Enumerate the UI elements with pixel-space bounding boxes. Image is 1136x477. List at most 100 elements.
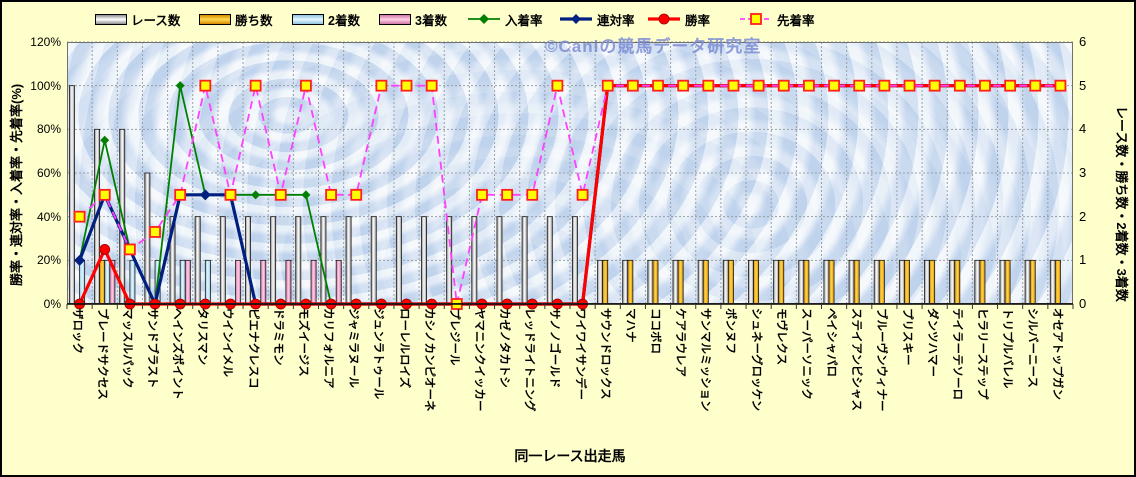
marker-先着率 — [777, 79, 790, 92]
bar-レース数 — [848, 259, 855, 305]
x-category-label: ザロック — [70, 308, 83, 354]
right-axis-tick-label: 2 — [1079, 208, 1087, 224]
bar-レース数 — [823, 259, 830, 305]
bar-レース数 — [974, 259, 981, 305]
bar-レース数 — [496, 216, 503, 305]
marker-連対率 — [199, 189, 211, 201]
x-category-label: スーパーソニック — [799, 308, 812, 400]
x-category-label: ポンヌフ — [724, 308, 737, 354]
marker-先着率 — [1029, 79, 1042, 92]
bar-レース数 — [622, 259, 629, 305]
x-category-label: シュネーグロッケン — [749, 308, 762, 412]
y-axis-tick-label: 100% — [30, 78, 61, 93]
marker-先着率 — [1054, 79, 1067, 92]
x-category-label: サウンドロックス — [598, 308, 611, 400]
marker-先着率 — [601, 79, 614, 92]
marker-先着率 — [677, 79, 690, 92]
legend-swatch-勝率 — [648, 13, 680, 25]
legend-item-レース数: レース数 — [95, 10, 180, 28]
x-category-label: マハナ — [623, 308, 636, 343]
bar-レース数 — [421, 216, 427, 305]
bar-3着数 — [285, 259, 292, 305]
marker-先着率 — [1004, 79, 1017, 92]
bar-レース数 — [471, 216, 478, 305]
plot-border — [67, 42, 1073, 304]
right-axis-tick-label: 0 — [1079, 296, 1087, 311]
bar-2着数 — [104, 259, 111, 305]
x-category-label: ブレードサクセス — [95, 308, 108, 400]
x-category-label: カシノカンピオーネ — [422, 308, 435, 412]
x-category-label: ローレルロイズ — [397, 308, 410, 389]
marker-先着率 — [702, 79, 715, 92]
bar-3着数 — [310, 259, 317, 305]
marker-先着率 — [98, 188, 111, 201]
bar-2着数 — [204, 259, 211, 305]
legend-label: 2着数 — [328, 13, 360, 28]
bar-2着数 — [129, 259, 136, 305]
x-category-label: ジャミラヌール — [347, 308, 360, 388]
marker-先着率 — [325, 188, 337, 201]
bar-勝ち数 — [677, 259, 684, 305]
bar-レース数 — [647, 259, 654, 305]
right-axis-tick-label: 3 — [1079, 165, 1087, 180]
bar-レース数 — [748, 259, 754, 305]
legend-swatch-連対率 — [560, 14, 592, 24]
bar-勝ち数 — [1004, 259, 1011, 305]
bar-勝ち数 — [627, 259, 634, 305]
marker-先着率 — [903, 79, 916, 92]
legend-item-勝ち数: 勝ち数 — [199, 10, 273, 28]
x-category-label: レッドライトニング — [523, 308, 536, 412]
legend-swatch-レース数 — [95, 13, 127, 25]
x-category-label: マッスルパック — [120, 308, 133, 389]
bar-3着数 — [184, 259, 191, 305]
x-category-label: カゼノタカトシ — [498, 308, 511, 388]
bar-レース数 — [1024, 259, 1031, 305]
marker-先着率 — [928, 79, 941, 92]
bar-レース数 — [345, 216, 352, 305]
bar-勝ち数 — [1054, 259, 1061, 305]
bar-レース数 — [597, 259, 604, 305]
marker-先着率 — [123, 243, 136, 256]
bar-レース数 — [370, 216, 377, 305]
bar-勝ち数 — [878, 259, 885, 305]
bar-レース数 — [571, 216, 578, 305]
bar-レース数 — [722, 259, 729, 305]
x-category-label: ペイシャパロ — [825, 308, 838, 377]
bar-勝ち数 — [753, 259, 760, 305]
y-axis-tick-label: 80% — [36, 122, 61, 137]
bar-勝ち数 — [954, 259, 961, 305]
x-category-label: オセアトップガン — [1051, 308, 1064, 400]
y-axis-tick-label: 20% — [36, 253, 61, 268]
marker-先着率 — [375, 79, 388, 92]
marker-先着率 — [174, 188, 187, 201]
x-category-label: ヤマニンクイッカー — [472, 308, 485, 412]
bar-3着数 — [235, 259, 242, 305]
bar-勝ち数 — [853, 259, 860, 305]
x-category-label: カリフォルニア — [322, 308, 335, 389]
marker-先着率 — [853, 79, 866, 92]
legend-label: 勝ち数 — [235, 13, 273, 28]
y-axis-tick-label: 40% — [36, 209, 61, 224]
right-axis-tick-label: 6 — [1079, 34, 1087, 49]
x-category-label: ケアラウレア — [674, 308, 687, 377]
marker-先着率 — [752, 79, 765, 92]
chart-svg — [66, 41, 1074, 310]
watermark: ©Caniの競馬データ研究室 — [545, 37, 762, 56]
x-category-label: サンドブラスト — [146, 308, 159, 389]
legend-label: 連対率 — [597, 13, 635, 28]
legend-label: 勝率 — [685, 13, 711, 28]
marker-先着率 — [526, 188, 539, 201]
bar-レース数 — [697, 259, 704, 305]
bar-3着数 — [260, 259, 267, 305]
bar-勝ち数 — [727, 259, 734, 305]
marker-先着率 — [224, 188, 237, 201]
marker-先着率 — [274, 188, 287, 201]
bar-勝ち数 — [828, 259, 835, 305]
right-axis-tick-label: 5 — [1079, 77, 1087, 93]
x-category-label: ブルーヴンウィナー — [875, 308, 888, 412]
x-category-label: ヒラリーステップ — [975, 308, 988, 400]
marker-先着率 — [652, 79, 664, 92]
bar-レース数 — [1049, 259, 1056, 305]
marker-先着率 — [249, 79, 262, 92]
legend-swatch-先着率 — [740, 13, 772, 25]
